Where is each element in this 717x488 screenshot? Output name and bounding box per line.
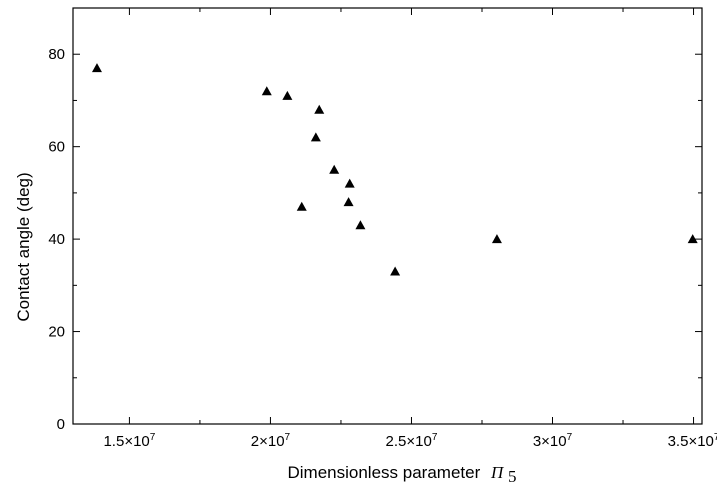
y-tick-label: 0 xyxy=(57,416,65,433)
x-tick-label: 2×107 xyxy=(251,432,291,450)
y-axis-label: Contact angle (deg) xyxy=(14,172,33,321)
axes xyxy=(72,7,703,425)
plot-frame xyxy=(72,7,703,425)
data-point-triangle xyxy=(355,220,366,230)
data-point-triangle xyxy=(344,178,355,188)
data-point-triangle xyxy=(282,90,293,100)
tick-labels: 0 20 40 60 80 1.5×107 2×107 2.5×107 3×107 3.5×107 xyxy=(48,46,717,450)
x-tick-label: 2.5×107 xyxy=(386,432,438,450)
x-tick-label: 3.5×107 xyxy=(668,432,717,450)
y-tick-label: 60 xyxy=(48,139,65,156)
data-point-triangle xyxy=(261,86,272,96)
data-point-triangle xyxy=(491,234,502,244)
x-axis-label-text: Dimensionless parameter xyxy=(288,463,481,482)
x-axis-label-symbol: Π xyxy=(490,463,505,482)
data-point-triangle xyxy=(329,164,340,174)
x-tick-label: 1.5×107 xyxy=(103,432,155,450)
y-tick-label: 80 xyxy=(48,46,65,63)
x-tick-label: 3×107 xyxy=(533,432,573,450)
y-tick-label: 40 xyxy=(48,231,65,248)
tick-marks xyxy=(73,8,702,425)
data-point-triangle xyxy=(314,104,325,114)
data-point-triangle xyxy=(390,266,401,276)
x-axis-label: Dimensionless parameter Π 5 xyxy=(288,463,517,486)
data-point-triangle xyxy=(343,197,354,207)
data-point-triangle xyxy=(296,201,307,211)
y-tick-label: 20 xyxy=(48,324,65,341)
data-point-triangle xyxy=(91,63,102,73)
data-point-triangle xyxy=(687,234,698,244)
data-points xyxy=(91,63,698,276)
data-point-triangle xyxy=(310,132,321,142)
x-axis-label-subscript: 5 xyxy=(508,467,517,486)
